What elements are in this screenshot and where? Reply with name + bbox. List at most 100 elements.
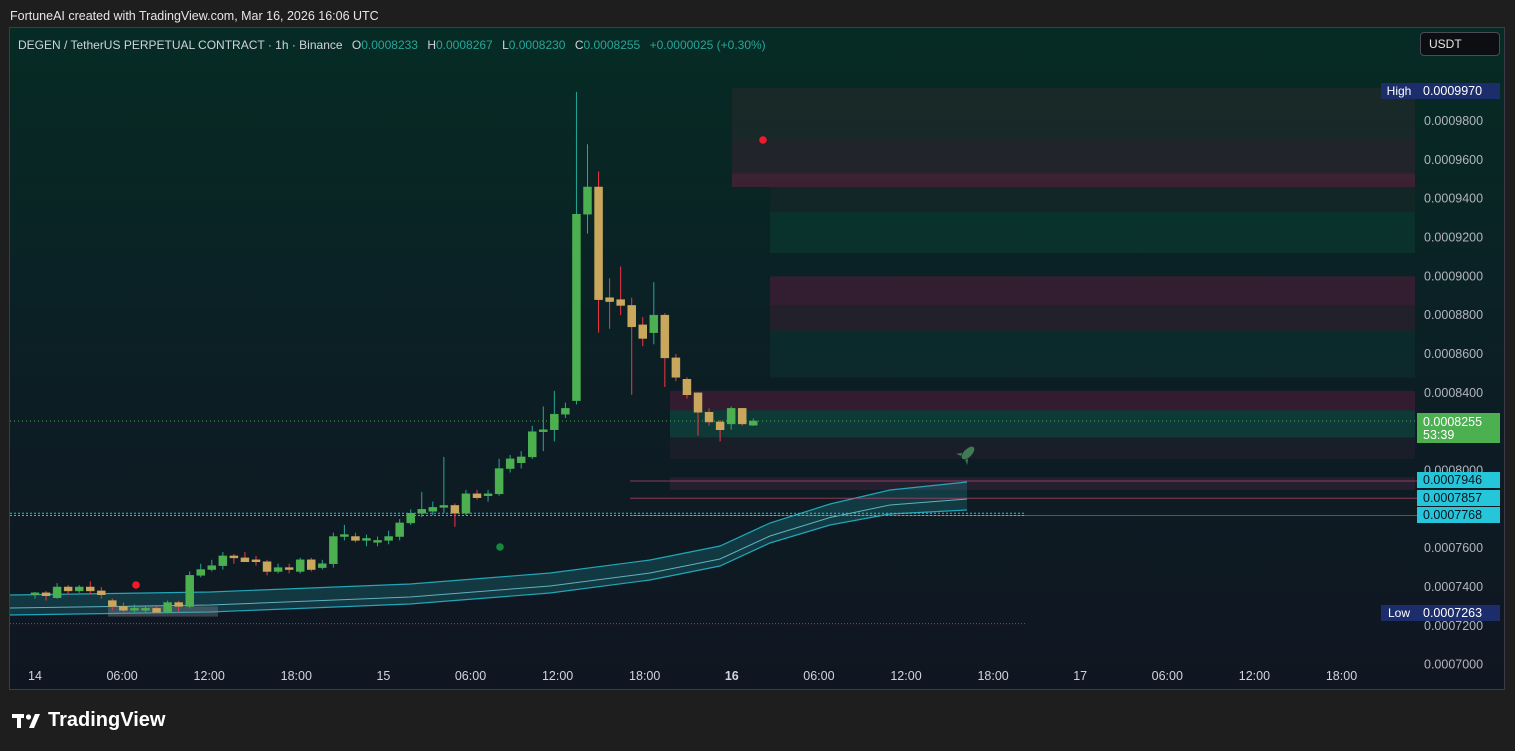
candle-body xyxy=(340,534,349,537)
symbol-title: DEGEN / TetherUS PERPETUAL CONTRACT · 1h… xyxy=(18,38,343,52)
buy-signal-dot xyxy=(496,543,504,551)
candle-body xyxy=(329,536,338,564)
candle-body xyxy=(218,555,228,566)
tradingview-logo-icon xyxy=(12,713,40,728)
price-zone xyxy=(770,212,1415,254)
open-label: O xyxy=(351,38,362,52)
candle-body xyxy=(528,431,537,458)
x-tick-label: 18:00 xyxy=(1326,669,1357,683)
level-badge: 0.0007768 xyxy=(1417,507,1500,523)
price-zone xyxy=(670,390,1415,411)
x-tick-label: 12:00 xyxy=(542,669,573,683)
candle-body xyxy=(273,567,283,572)
y-tick-label: 0.0009600 xyxy=(1424,153,1483,167)
high-badge-label: High xyxy=(1387,84,1412,98)
candle-body xyxy=(86,586,95,592)
candle-body xyxy=(362,538,371,541)
level-badge-value: 0.0007857 xyxy=(1423,491,1482,505)
high-badge: High 0.0009970 xyxy=(1381,83,1500,99)
candle-body xyxy=(174,602,183,607)
price-zone xyxy=(770,305,1415,331)
candle-body xyxy=(649,314,659,333)
level-badge-value: 0.0007768 xyxy=(1423,508,1482,522)
candle-body xyxy=(660,314,670,359)
x-tick-label: 17 xyxy=(1073,669,1087,683)
y-tick-label: 0.0009400 xyxy=(1424,192,1483,206)
y-tick-label: 0.0009000 xyxy=(1424,269,1483,283)
candle-body xyxy=(318,563,327,568)
candle-body xyxy=(119,606,128,611)
candle-body xyxy=(428,507,438,512)
price-zone xyxy=(770,330,1415,378)
candlestick-chart[interactable]: 0.0009800 0.0009600 0.0009400 0.0009200 0.00… xyxy=(10,28,1504,689)
chart-credit: FortuneAI created with TradingView.com, … xyxy=(10,9,379,23)
x-tick-label: 12:00 xyxy=(1239,669,1270,683)
price-zone xyxy=(732,87,1415,141)
candle-body xyxy=(704,411,714,423)
candle-body xyxy=(627,305,636,328)
sell-signal-dot xyxy=(132,581,140,589)
candle-body xyxy=(605,297,614,302)
candle-body xyxy=(572,213,581,401)
y-tick-label: 0.0007400 xyxy=(1424,580,1483,594)
candle-body xyxy=(196,569,205,576)
candle-body xyxy=(307,559,316,570)
candle-body xyxy=(417,509,426,514)
candle-body xyxy=(439,505,449,508)
low-label: L xyxy=(502,38,509,52)
level-badge-value: 0.0007946 xyxy=(1423,473,1482,487)
candle-body xyxy=(726,408,736,425)
close-value: 0.0008255 xyxy=(583,38,641,52)
candle-body xyxy=(395,522,404,537)
candle-body xyxy=(229,555,239,559)
low-value: 0.0008230 xyxy=(508,38,566,52)
candle-body xyxy=(130,608,139,611)
price-zone xyxy=(670,410,1415,438)
candle-body xyxy=(74,586,84,592)
candle-body xyxy=(262,561,272,572)
candle-body xyxy=(682,378,692,396)
candle-body xyxy=(561,408,570,415)
x-tick-label: 15 xyxy=(376,669,390,683)
candle-body xyxy=(384,536,393,541)
x-tick-label: 18:00 xyxy=(281,669,312,683)
candle-body xyxy=(240,557,250,563)
countdown-value: 53:39 xyxy=(1423,428,1454,442)
low-badge-value: 0.0007263 xyxy=(1423,606,1482,620)
candle-body xyxy=(284,567,294,570)
candle-body xyxy=(472,493,482,498)
candle-body xyxy=(63,586,73,592)
y-tick-label: 0.0008400 xyxy=(1424,386,1483,400)
candle-body xyxy=(494,468,504,495)
candle-body xyxy=(749,420,758,426)
candle-body xyxy=(295,559,305,572)
candle-body xyxy=(108,600,117,607)
candle-body xyxy=(539,429,548,432)
candle-body xyxy=(483,493,493,496)
y-tick-label: 0.0007000 xyxy=(1424,658,1483,672)
y-tick-label: 0.0009200 xyxy=(1424,230,1483,244)
candle-body xyxy=(516,456,526,463)
low-badge: Low 0.0007263 xyxy=(1381,605,1500,621)
change-value: +0.0000025 (+0.30%) xyxy=(649,38,766,52)
y-tick-label: 0.0007600 xyxy=(1424,541,1483,555)
candle-body xyxy=(97,590,106,596)
currency-button[interactable]: USDT xyxy=(1420,32,1500,56)
x-tick-label: 18:00 xyxy=(629,669,660,683)
candle-body xyxy=(715,421,725,430)
chart-panel[interactable]: 0.0009800 0.0009600 0.0009400 0.0009200 0.00… xyxy=(9,27,1505,690)
level-badge: 0.0007857 xyxy=(1417,490,1500,506)
candle-body xyxy=(163,602,172,613)
high-badge-value: 0.0009970 xyxy=(1423,84,1482,98)
price-zone xyxy=(670,437,1415,459)
level-badge: 0.0007946 xyxy=(1417,472,1500,488)
candle-body xyxy=(550,413,559,430)
candle-body xyxy=(185,575,194,607)
low-badge-label: Low xyxy=(1388,606,1410,620)
price-zone xyxy=(770,276,1415,306)
candle-body xyxy=(450,505,460,514)
high-label: H xyxy=(427,38,436,52)
candle-body xyxy=(373,540,382,543)
y-tick-label: 0.0009800 xyxy=(1424,114,1483,128)
x-tick-label: 12:00 xyxy=(890,669,921,683)
